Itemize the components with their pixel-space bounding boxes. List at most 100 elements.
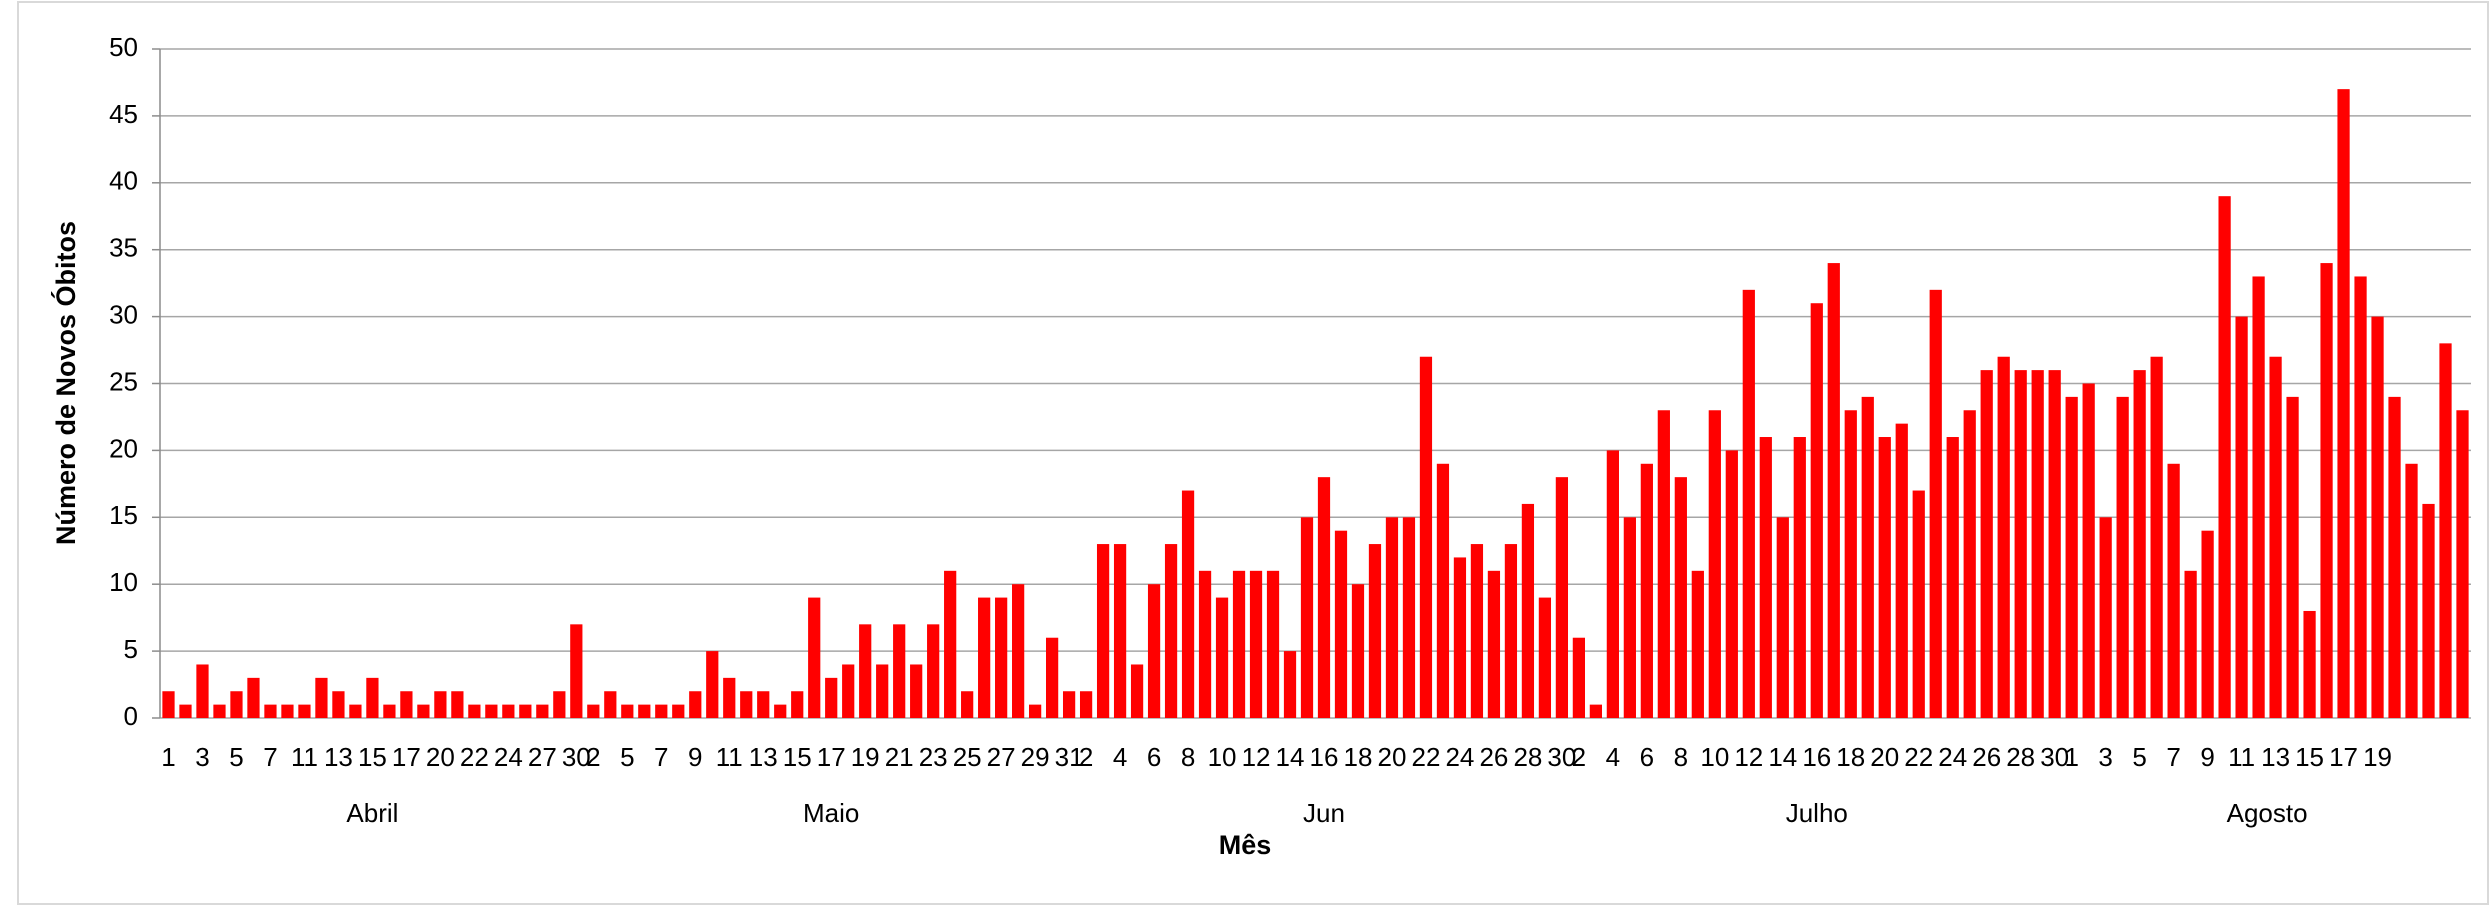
x-tick-label: 4 (1113, 742, 1127, 772)
bar (791, 691, 804, 718)
bar (2303, 610, 2316, 718)
bar (1623, 517, 1636, 718)
month-label: Agosto (2227, 798, 2308, 828)
y-tick-label: 25 (109, 366, 138, 396)
x-tick-label: 12 (1734, 742, 1763, 772)
bar (1827, 263, 1840, 718)
bar (1130, 664, 1144, 718)
bar (1351, 584, 1365, 718)
bar (1929, 289, 1942, 718)
bar (1402, 517, 1416, 718)
x-tick-label: 3 (195, 742, 209, 772)
bar (1096, 544, 1110, 718)
x-tick-label: 2 (1079, 742, 1093, 772)
bar (2048, 370, 2061, 718)
bar (995, 597, 1008, 718)
x-tick-label: 5 (620, 742, 634, 772)
bar (978, 597, 991, 718)
x-tick-label: 19 (2363, 742, 2392, 772)
x-tick-label: 10 (1208, 742, 1237, 772)
x-tick-label: 22 (1904, 742, 1933, 772)
bar (2167, 463, 2180, 718)
bar (1283, 651, 1297, 718)
bar (740, 691, 753, 718)
x-axis-label: Mês (1219, 830, 1272, 860)
bar (1538, 597, 1552, 718)
y-tick-label: 45 (109, 99, 138, 129)
bar (1334, 530, 1348, 718)
x-tick-label: 1 (2064, 742, 2078, 772)
bar (2405, 463, 2418, 718)
bar (502, 704, 515, 718)
x-tick-label: 28 (1513, 742, 1542, 772)
x-tick-label: 11 (2228, 742, 2255, 772)
bar (2031, 370, 2044, 718)
x-tick-label: 20 (1378, 742, 1407, 772)
y-axis-label: Número de Novos Óbitos (50, 221, 81, 545)
bar (162, 691, 175, 718)
bar (213, 704, 226, 718)
x-tick-label: 22 (460, 742, 489, 772)
bar (2099, 517, 2112, 718)
x-tick-label: 19 (851, 742, 880, 772)
bar (1215, 597, 1229, 718)
bar (400, 691, 413, 718)
bar (1640, 463, 1653, 718)
x-tick-label: 5 (229, 742, 243, 772)
x-tick-label: 2 (586, 742, 600, 772)
bar (1946, 437, 1959, 718)
bar (1029, 704, 1042, 718)
x-tick-label: 29 (1021, 742, 1050, 772)
bar (2235, 316, 2248, 718)
y-tick-label: 35 (109, 233, 138, 263)
bar (1657, 410, 1670, 718)
bar (1045, 637, 1059, 718)
bar (1487, 570, 1501, 718)
x-tick-label: 17 (392, 742, 421, 772)
bar (1164, 544, 1178, 718)
x-tick-label: 8 (1674, 742, 1688, 772)
bar (655, 704, 668, 718)
bar (1810, 303, 1823, 718)
x-tick-label: 21 (885, 742, 914, 772)
bar (1912, 490, 1925, 718)
x-tick-label: 8 (1181, 742, 1195, 772)
x-tick-label: 1 (161, 742, 175, 772)
x-tick-label: 7 (2166, 742, 2180, 772)
y-tick-label: 30 (109, 299, 138, 329)
bar (2184, 570, 2197, 718)
x-tick-label: 24 (1938, 742, 1967, 772)
bar (1147, 584, 1161, 718)
y-tick-label: 5 (124, 634, 138, 664)
y-tick-label: 40 (109, 166, 138, 196)
x-tick-label: 30 (2040, 742, 2069, 772)
x-tick-label: 2 (1572, 742, 1586, 772)
bar (638, 704, 651, 718)
bar (485, 704, 498, 718)
bar (1844, 410, 1857, 718)
bar (757, 691, 770, 718)
bar (587, 704, 600, 718)
x-tick-label: 7 (654, 742, 668, 772)
bar (417, 704, 430, 718)
bar (774, 704, 787, 718)
bar (1895, 423, 1908, 718)
bar (1470, 544, 1484, 718)
bar (298, 704, 311, 718)
bar (1249, 570, 1263, 718)
x-tick-label: 20 (1870, 742, 1899, 772)
x-tick-label: 6 (1640, 742, 1654, 772)
bar (1606, 450, 1619, 718)
bar (672, 704, 685, 718)
bar (536, 704, 549, 718)
bar (247, 677, 260, 718)
bar (332, 691, 345, 718)
x-tick-label: 9 (688, 742, 702, 772)
bar (383, 704, 396, 718)
bar (808, 597, 821, 718)
bar (859, 624, 872, 718)
bar (2337, 89, 2350, 718)
bar (2150, 356, 2163, 718)
bar (1589, 704, 1602, 718)
